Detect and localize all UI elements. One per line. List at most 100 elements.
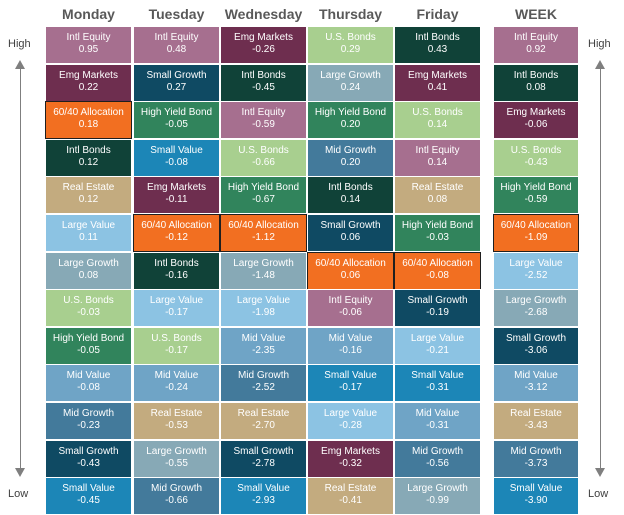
return-value: 0.20 bbox=[340, 119, 361, 131]
quilt-cell: Large Value -0.28 bbox=[307, 402, 394, 441]
asset-class-label: 60/40 Allocation bbox=[402, 257, 473, 269]
column-header-thursday: Thursday bbox=[318, 6, 382, 22]
asset-class-label: High Yield Bond bbox=[140, 107, 213, 119]
return-value: -0.12 bbox=[165, 232, 188, 243]
left-low-label: Low bbox=[8, 488, 29, 500]
quilt-cell: Mid Value -2.35 bbox=[220, 326, 307, 365]
return-value: -3.73 bbox=[524, 457, 548, 469]
quilt-cell: Emg Markets 0.41 bbox=[394, 63, 481, 102]
return-value: -0.45 bbox=[252, 81, 275, 93]
quilt-cell: Intl Bonds -0.16 bbox=[133, 251, 220, 290]
quilt-cell: Mid Growth -2.52 bbox=[220, 364, 307, 403]
return-value: -0.26 bbox=[252, 44, 275, 55]
quilt-cell: Intl Bonds 0.12 bbox=[45, 138, 132, 177]
return-value: 0.95 bbox=[78, 44, 99, 55]
right-arrow-down-icon bbox=[595, 468, 605, 477]
quilt-cell: U.S. Bonds -0.17 bbox=[133, 326, 220, 365]
asset-class-label: Intl Equity bbox=[241, 107, 286, 119]
asset-class-label: U.S. Bonds bbox=[151, 332, 202, 344]
return-value: -3.06 bbox=[524, 344, 548, 356]
asset-class-label: Emg Markets bbox=[234, 32, 293, 43]
asset-class-label: 60/40 Allocation bbox=[315, 257, 386, 269]
quilt-cell: High Yield Bond -0.05 bbox=[133, 101, 220, 140]
return-value: -0.05 bbox=[165, 119, 188, 131]
asset-class-label: Real Estate bbox=[510, 408, 562, 419]
quilt-cell: Mid Value -3.12 bbox=[493, 364, 579, 403]
asset-class-label: Emg Markets bbox=[321, 445, 380, 457]
asset-class-label: Mid Growth bbox=[510, 445, 562, 457]
column-header-tuesday: Tuesday bbox=[148, 6, 205, 22]
return-value: -3.43 bbox=[524, 420, 548, 431]
return-value: 0.24 bbox=[340, 81, 361, 93]
asset-class-label: Intl Bonds bbox=[415, 32, 460, 43]
return-value: -2.78 bbox=[252, 457, 275, 469]
asset-class-label: 60/40 Allocation bbox=[141, 220, 212, 231]
left-axis-line bbox=[20, 68, 21, 470]
asset-class-label: Emg Markets bbox=[59, 69, 118, 81]
asset-class-label: Intl Bonds bbox=[241, 69, 286, 81]
asset-class-label: Large Value bbox=[149, 295, 204, 307]
return-value: -2.35 bbox=[252, 344, 275, 356]
asset-class-label: Small Growth bbox=[146, 69, 207, 81]
return-value: -0.06 bbox=[339, 307, 362, 319]
asset-class-label: Intl Equity bbox=[66, 32, 111, 43]
quilt-cell: Intl Equity 0.95 bbox=[45, 26, 132, 65]
column-header-wednesday: Wednesday bbox=[224, 6, 303, 22]
quilt-cell: Small Value -0.31 bbox=[394, 364, 481, 403]
quilt-cell: Small Growth -0.43 bbox=[45, 439, 132, 478]
quilt-cell: Large Value -1.98 bbox=[220, 289, 307, 328]
asset-class-label: Intl Equity bbox=[154, 32, 199, 43]
asset-class-label: Mid Value bbox=[514, 370, 558, 382]
asset-class-label: 60/40 Allocation bbox=[53, 107, 124, 119]
quilt-cell: 60/40 Allocation -0.08 bbox=[394, 251, 481, 290]
left-high-label: High bbox=[8, 38, 31, 50]
quilt-cell: High Yield Bond -0.59 bbox=[493, 176, 579, 215]
column-header-friday: Friday bbox=[416, 6, 459, 22]
return-value: 0.08 bbox=[526, 81, 546, 93]
quilt-cell: U.S. Bonds -0.03 bbox=[45, 289, 132, 328]
return-value: -0.03 bbox=[426, 232, 449, 243]
return-value: 0.06 bbox=[340, 232, 361, 243]
asset-class-label: Mid Growth bbox=[237, 370, 290, 382]
asset-class-label: Mid Value bbox=[241, 332, 286, 344]
asset-class-label: Intl Bonds bbox=[328, 182, 373, 194]
quilt-cell: 60/40 Allocation -1.09 bbox=[493, 214, 579, 253]
quilt-cell: High Yield Bond 0.20 bbox=[307, 101, 394, 140]
return-value: -0.28 bbox=[339, 420, 362, 431]
quilt-cell: Intl Equity 0.48 bbox=[133, 26, 220, 65]
quilt-cell: Real Estate -0.41 bbox=[307, 477, 394, 515]
asset-class-label: Mid Value bbox=[328, 332, 373, 344]
asset-class-label: High Yield Bond bbox=[500, 182, 572, 194]
quilt-cell: Mid Growth 0.20 bbox=[307, 138, 394, 177]
quilt-cell: Emg Markets -0.11 bbox=[133, 176, 220, 215]
asset-class-label: Small Value bbox=[237, 483, 290, 495]
quilt-cell: Small Growth -0.19 bbox=[394, 289, 481, 328]
return-value: 0.92 bbox=[526, 44, 546, 55]
return-value: 0.22 bbox=[78, 81, 99, 93]
quilt-cell: Mid Growth -0.56 bbox=[394, 439, 481, 478]
quilt-cell: Large Growth -0.99 bbox=[394, 477, 481, 515]
quilt-cell: Large Value -0.21 bbox=[394, 326, 481, 365]
return-value: -3.12 bbox=[524, 382, 548, 394]
asset-class-label: Real Estate bbox=[150, 408, 203, 419]
quilt-cell: Emg Markets -0.06 bbox=[493, 101, 579, 140]
quilt-cell: High Yield Bond -0.67 bbox=[220, 176, 307, 215]
return-value: -0.45 bbox=[77, 495, 100, 507]
return-value: -0.24 bbox=[165, 382, 188, 394]
quilt-cell: Large Growth 0.08 bbox=[45, 251, 132, 290]
quilt-cell: Mid Growth -3.73 bbox=[493, 439, 579, 478]
return-value: -2.52 bbox=[252, 382, 275, 394]
return-value: -0.99 bbox=[426, 495, 449, 507]
return-value: 0.14 bbox=[340, 194, 361, 206]
return-value: -0.21 bbox=[426, 344, 449, 356]
asset-class-label: Intl Equity bbox=[415, 144, 460, 156]
asset-class-label: Mid Value bbox=[415, 408, 460, 419]
return-value: -0.43 bbox=[524, 156, 548, 168]
quilt-cell: Real Estate -3.43 bbox=[493, 402, 579, 441]
asset-class-label: Large Value bbox=[509, 257, 563, 269]
return-value: -0.23 bbox=[77, 420, 100, 431]
quilt-cell: Intl Bonds 0.08 bbox=[493, 63, 579, 102]
return-value: -0.17 bbox=[165, 344, 188, 356]
asset-class-label: Small Value bbox=[411, 370, 464, 382]
